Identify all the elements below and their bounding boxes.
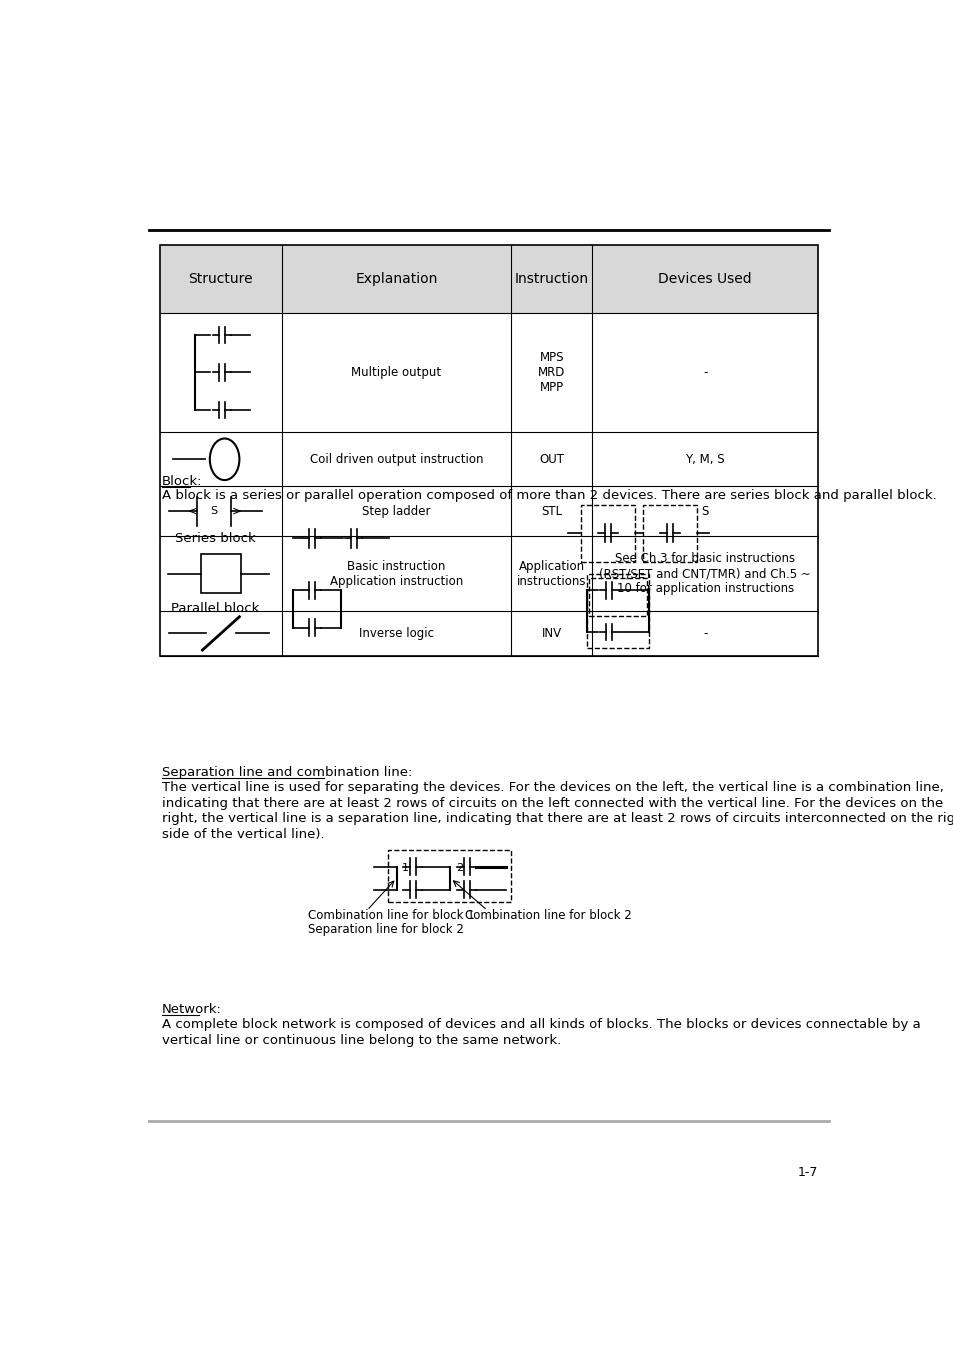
Text: Block:: Block: <box>162 475 202 487</box>
Text: Explanation: Explanation <box>355 271 437 286</box>
Bar <box>160 246 817 656</box>
Text: The vertical line is used for separating the devices. For the devices on the lef: The vertical line is used for separating… <box>162 782 943 794</box>
Text: MPS
MRD
MPP: MPS MRD MPP <box>537 351 565 394</box>
Text: -: - <box>702 366 706 379</box>
Text: Network:: Network: <box>162 1003 222 1015</box>
Text: S: S <box>700 505 708 518</box>
Text: STL: STL <box>540 505 561 518</box>
Text: Devices Used: Devices Used <box>658 271 751 286</box>
Text: A complete block network is composed of devices and all kinds of blocks. The blo: A complete block network is composed of … <box>162 1018 920 1031</box>
Text: Instruction: Instruction <box>515 271 588 286</box>
Text: Step ladder: Step ladder <box>362 505 431 518</box>
Text: Series block: Series block <box>174 532 255 545</box>
Bar <box>200 554 241 594</box>
Text: >: > <box>231 505 241 518</box>
Text: INV: INV <box>541 626 561 640</box>
Text: 1: 1 <box>401 863 409 873</box>
Text: S: S <box>210 506 217 516</box>
Text: <: < <box>188 505 198 518</box>
Text: A block is a series or parallel operation composed of more than 2 devices. There: A block is a series or parallel operatio… <box>162 489 936 502</box>
Bar <box>580 505 634 562</box>
Text: Y, M, S: Y, M, S <box>684 452 724 466</box>
Text: indicating that there are at least 2 rows of circuits on the left connected with: indicating that there are at least 2 row… <box>162 796 943 810</box>
Text: Combination line for block 1: Combination line for block 1 <box>308 909 474 922</box>
Text: OUT: OUT <box>538 452 563 466</box>
Text: 1-7: 1-7 <box>797 1166 817 1179</box>
Text: vertical line or continuous line belong to the same network.: vertical line or continuous line belong … <box>162 1034 560 1046</box>
Text: side of the vertical line).: side of the vertical line). <box>162 828 324 841</box>
Text: Separation line for block 2: Separation line for block 2 <box>308 922 463 936</box>
Text: Basic instruction
Application instruction: Basic instruction Application instructio… <box>330 560 462 587</box>
Text: Structure: Structure <box>189 271 253 286</box>
Text: -: - <box>702 626 706 640</box>
Text: Coil driven output instruction: Coil driven output instruction <box>310 452 483 466</box>
Text: Inverse logic: Inverse logic <box>358 626 434 640</box>
Bar <box>160 246 817 313</box>
Text: Multiple output: Multiple output <box>351 366 441 379</box>
Bar <box>588 578 646 616</box>
Text: right, the vertical line is a separation line, indicating that there are at leas: right, the vertical line is a separation… <box>162 813 953 825</box>
Bar <box>642 505 696 562</box>
Text: See Ch.3 for basic instructions
(RST/SET and CNT/TMR) and Ch.5 ~
10 for applicat: See Ch.3 for basic instructions (RST/SET… <box>598 552 810 595</box>
Bar <box>387 850 511 902</box>
Text: 2: 2 <box>456 863 462 873</box>
Text: Application
instructions: Application instructions <box>517 560 586 587</box>
Text: Combination line for block 2: Combination line for block 2 <box>465 909 631 922</box>
Bar <box>586 574 649 648</box>
Text: Parallel block: Parallel block <box>171 602 259 616</box>
Text: Separation line and combination line:: Separation line and combination line: <box>162 765 412 779</box>
